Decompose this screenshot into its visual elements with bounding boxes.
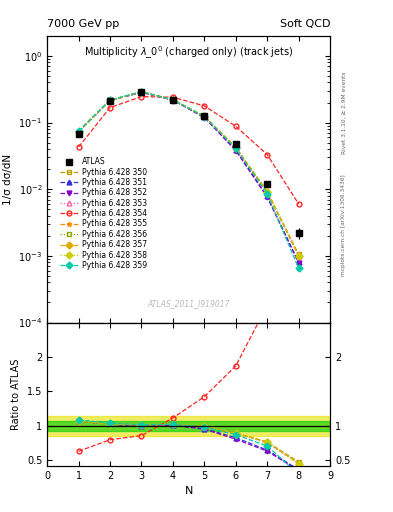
- Text: Rivet 3.1.10, ≥ 2.9M events: Rivet 3.1.10, ≥ 2.9M events: [342, 71, 346, 154]
- Y-axis label: 1/σ dσ/dN: 1/σ dσ/dN: [2, 154, 13, 205]
- Bar: [47, 416, 330, 436]
- Text: ATLAS_2011_I919017: ATLAS_2011_I919017: [147, 299, 230, 308]
- Y-axis label: Ratio to ATLAS: Ratio to ATLAS: [11, 358, 21, 430]
- Bar: [47, 421, 330, 431]
- Text: mcplots.cern.ch [arXiv:1306.3436]: mcplots.cern.ch [arXiv:1306.3436]: [342, 175, 346, 276]
- Legend: ATLAS, Pythia 6.428 350, Pythia 6.428 351, Pythia 6.428 352, Pythia 6.428 353, P: ATLAS, Pythia 6.428 350, Pythia 6.428 35…: [57, 154, 150, 273]
- Text: Soft QCD: Soft QCD: [280, 18, 330, 29]
- Text: Multiplicity $\lambda\_0^0$ (charged only) (track jets): Multiplicity $\lambda\_0^0$ (charged onl…: [84, 45, 294, 61]
- Text: 7000 GeV pp: 7000 GeV pp: [47, 18, 119, 29]
- X-axis label: N: N: [184, 486, 193, 496]
